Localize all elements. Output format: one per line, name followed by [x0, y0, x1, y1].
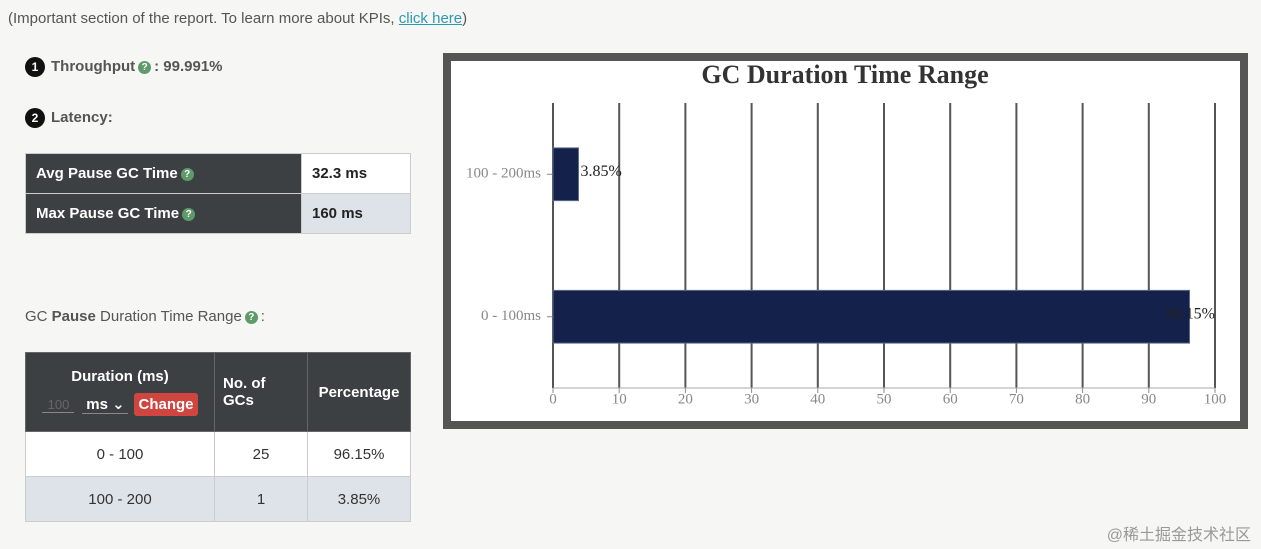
value-label: 3.85% — [580, 163, 621, 180]
heading-colon: : — [260, 308, 265, 325]
cell: 100 - 200 — [25, 476, 215, 522]
cell: Max Pause GC Time? — [25, 193, 302, 234]
throughput: 1 Throughput?: 99.991% — [25, 57, 223, 77]
y-tick-label: 0 - 100ms — [481, 308, 541, 324]
cell-value: 160 ms — [301, 193, 411, 234]
x-tick-label: 0 — [549, 391, 557, 407]
heading-text: GC — [25, 308, 52, 325]
header-cell: Duration (ms) 100 ms ⌄ Change — [25, 352, 215, 432]
bar — [552, 147, 579, 202]
cell: 96.15% — [307, 431, 411, 477]
x-tick-label: 70 — [1009, 391, 1024, 407]
cell: 3.85% — [307, 476, 411, 522]
x-tick-label: 100 — [1204, 391, 1227, 407]
throughput-label: Throughput — [51, 57, 136, 75]
controls: 100 ms ⌄ Change — [34, 393, 206, 416]
x-tick-label: 20 — [678, 391, 693, 407]
step-number: 1 — [25, 57, 45, 77]
chart-title: GC Duration Time Range — [701, 60, 988, 89]
change-button[interactable]: Change — [134, 393, 198, 416]
help-icon[interactable]: ? — [180, 167, 194, 181]
unit-text: ms — [86, 396, 108, 413]
header-text: Percentage — [307, 352, 411, 432]
latency-label: Latency: — [51, 108, 113, 126]
cell-value: 32.3 ms — [301, 153, 411, 194]
help-icon[interactable]: ? — [138, 60, 152, 74]
cell: 0 - 100 — [25, 431, 215, 477]
watermark: @稀土掘金技术社区 — [1106, 527, 1251, 544]
header-text: Duration (ms) — [71, 368, 169, 385]
bar — [552, 289, 1191, 344]
pause-table: Avg Pause GC Time? 32.3 ms Max Pause GC T… — [25, 153, 411, 234]
row-label: Max Pause GC Time — [36, 205, 180, 222]
x-tick-label: 10 — [612, 391, 627, 407]
range-heading: GC Pause Duration Time Range?: — [25, 308, 265, 325]
unit-select[interactable]: ms ⌄ — [82, 395, 129, 414]
header-text: No. of GCs — [214, 352, 308, 432]
x-tick-label: 60 — [943, 391, 958, 407]
cell: 1 — [214, 476, 308, 522]
row-label: Avg Pause GC Time — [36, 165, 178, 182]
heading-text: Duration Time Range — [95, 308, 242, 325]
cell: 25 — [214, 431, 308, 477]
range-table: Duration (ms) 100 ms ⌄ Change No. of GCs Pe… — [25, 352, 411, 522]
step-number: 2 — [25, 108, 45, 128]
x-tick-label: 30 — [744, 391, 759, 407]
intro-text: (Important section of the report. To lea… — [8, 10, 399, 27]
help-icon[interactable]: ? — [182, 207, 196, 221]
intro: (Important section of the report. To lea… — [8, 10, 467, 27]
heading-bold: Pause — [51, 308, 96, 325]
x-tick-label: 50 — [877, 391, 892, 407]
latency: 2 Latency: — [25, 108, 113, 128]
value-label: 96.15% — [1166, 305, 1215, 322]
y-tick-label: 100 - 200ms — [466, 166, 541, 182]
kpi-link[interactable]: click here — [398, 10, 463, 27]
throughput-value: : 99.991% — [154, 57, 223, 75]
help-icon[interactable]: ? — [244, 310, 258, 324]
x-tick-label: 80 — [1075, 391, 1090, 407]
cell: Avg Pause GC Time? — [25, 153, 302, 194]
duration-input[interactable]: 100 — [42, 397, 75, 413]
x-tick-label: 40 — [810, 391, 825, 407]
x-tick-label: 90 — [1141, 391, 1156, 407]
chart-frame — [443, 53, 1248, 429]
intro-close: ) — [462, 10, 468, 27]
chart: GC Duration Time Range 0 10 20 30 40 50 60 70 80… — [443, 53, 1248, 429]
